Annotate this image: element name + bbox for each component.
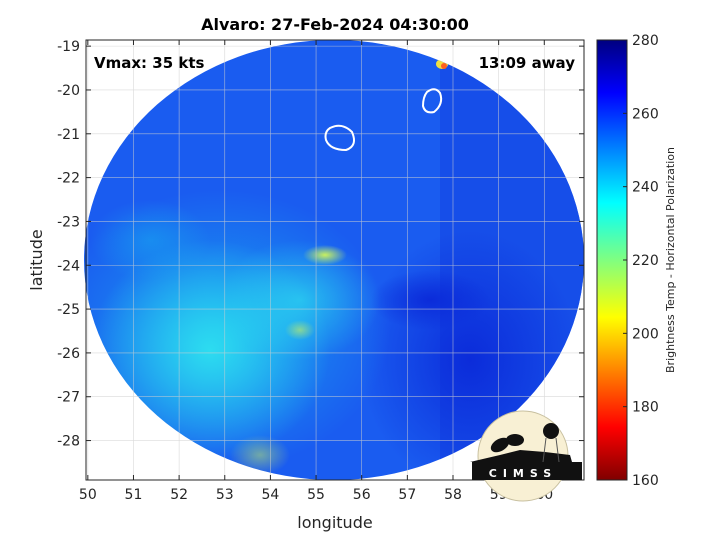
x-tick-label: 55	[307, 487, 325, 503]
colorbar-tick-label: 220	[632, 253, 659, 269]
y-tick-label: -24	[57, 258, 80, 274]
x-tick-label: 53	[216, 487, 234, 503]
x-tick-label: 58	[444, 487, 462, 503]
x-tick-label: 56	[353, 487, 371, 503]
colorbar-tick-label: 240	[632, 180, 659, 196]
y-tick-label: -25	[57, 302, 80, 318]
colorbar-tick-label: 260	[632, 106, 659, 122]
contour-line	[324, 124, 355, 152]
x-tick-label: 51	[125, 487, 143, 503]
y-tick-label: -21	[57, 127, 80, 143]
colorbar-tick-label: 280	[632, 33, 659, 49]
colorbar-label: Brightness Temp - Horizontal Polarizatio…	[664, 147, 677, 373]
y-tick-label: -22	[57, 171, 80, 187]
y-axis-label: latitude	[27, 229, 46, 290]
y-tick-label: -26	[57, 346, 80, 362]
contour-line	[421, 88, 443, 114]
x-tick-label: 57	[398, 487, 416, 503]
plot-title: Alvaro: 27-Feb-2024 04:30:00	[201, 15, 469, 34]
x-tick-label: 50	[79, 487, 97, 503]
x-axis-label: longitude	[297, 513, 372, 532]
x-tick-label: 54	[261, 487, 279, 503]
x-tick-label: 52	[170, 487, 188, 503]
axes-frame	[85, 39, 585, 481]
colorbar	[596, 39, 628, 481]
y-tick-label: -28	[57, 434, 80, 450]
colorbar-tick-label: 180	[632, 400, 659, 416]
colorbar-tick-label: 200	[632, 326, 659, 342]
time-away-label: 13:09 away	[479, 54, 576, 72]
vmax-label: Vmax: 35 kts	[94, 54, 204, 72]
y-tick-label: -23	[57, 214, 80, 230]
cimss-logo-text: CIMSS	[489, 467, 557, 480]
colorbar-ticks: 280 260 240 220 200 180 160	[623, 33, 659, 489]
y-tick-label: -20	[57, 83, 80, 99]
cimss-logo: CIMSS	[470, 410, 582, 502]
grid-lines	[86, 40, 584, 480]
colorbar-tick-label: 160	[632, 473, 659, 489]
y-tick-label: -19	[57, 39, 80, 55]
y-tick-label: -27	[57, 390, 80, 406]
